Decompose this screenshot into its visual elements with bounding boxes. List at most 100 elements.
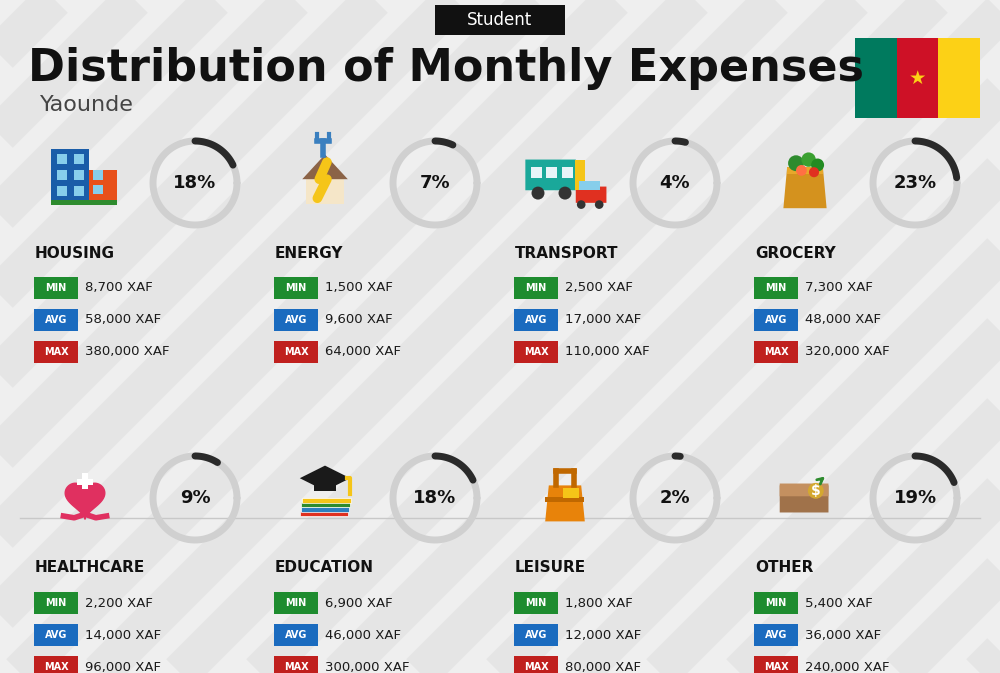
FancyBboxPatch shape xyxy=(754,656,798,673)
Circle shape xyxy=(532,186,544,200)
Text: 5,400 XAF: 5,400 XAF xyxy=(805,596,873,610)
Text: 320,000 XAF: 320,000 XAF xyxy=(805,345,890,359)
Text: $: $ xyxy=(811,484,821,498)
Bar xyxy=(301,502,350,507)
Text: 80,000 XAF: 80,000 XAF xyxy=(565,660,641,673)
Text: MAX: MAX xyxy=(284,662,308,672)
Circle shape xyxy=(811,159,824,172)
Text: MAX: MAX xyxy=(524,347,548,357)
Circle shape xyxy=(796,165,807,176)
Text: AVG: AVG xyxy=(285,630,307,640)
FancyBboxPatch shape xyxy=(514,341,558,363)
Text: 23%: 23% xyxy=(893,174,937,192)
Text: TRANSPORT: TRANSPORT xyxy=(515,246,618,260)
Circle shape xyxy=(809,167,819,177)
Text: 46,000 XAF: 46,000 XAF xyxy=(325,629,401,641)
Bar xyxy=(545,497,584,501)
Text: 9,600 XAF: 9,600 XAF xyxy=(325,314,393,326)
Text: AVG: AVG xyxy=(45,315,67,325)
Text: MIN: MIN xyxy=(525,283,547,293)
Text: 14,000 XAF: 14,000 XAF xyxy=(85,629,161,641)
Text: ★: ★ xyxy=(909,69,926,87)
Text: AVG: AVG xyxy=(525,630,547,640)
FancyBboxPatch shape xyxy=(754,277,798,299)
Text: 19%: 19% xyxy=(893,489,937,507)
Text: 240,000 XAF: 240,000 XAF xyxy=(805,660,890,673)
Bar xyxy=(546,167,557,178)
Circle shape xyxy=(808,483,824,499)
Text: 12,000 XAF: 12,000 XAF xyxy=(565,629,641,641)
FancyBboxPatch shape xyxy=(514,656,558,673)
Bar xyxy=(579,181,600,190)
Bar xyxy=(531,167,542,178)
Text: AVG: AVG xyxy=(45,630,67,640)
Bar xyxy=(74,153,84,164)
Circle shape xyxy=(595,201,604,209)
Text: 9%: 9% xyxy=(180,489,210,507)
Text: 110,000 XAF: 110,000 XAF xyxy=(565,345,650,359)
FancyBboxPatch shape xyxy=(274,341,318,363)
Bar xyxy=(855,38,897,118)
FancyBboxPatch shape xyxy=(754,341,798,363)
Text: HEALTHCARE: HEALTHCARE xyxy=(35,561,145,575)
Bar xyxy=(56,186,67,197)
FancyBboxPatch shape xyxy=(514,277,558,299)
FancyBboxPatch shape xyxy=(514,592,558,614)
Text: 36,000 XAF: 36,000 XAF xyxy=(805,629,881,641)
Polygon shape xyxy=(302,155,348,179)
Text: AVG: AVG xyxy=(765,630,787,640)
Text: 2%: 2% xyxy=(660,489,690,507)
Text: 1,800 XAF: 1,800 XAF xyxy=(565,596,633,610)
Bar xyxy=(82,473,88,489)
Text: 17,000 XAF: 17,000 XAF xyxy=(565,314,641,326)
FancyBboxPatch shape xyxy=(34,656,78,673)
FancyBboxPatch shape xyxy=(576,186,606,203)
Bar xyxy=(314,479,336,491)
Text: OTHER: OTHER xyxy=(755,561,813,575)
Text: MIN: MIN xyxy=(765,283,787,293)
Circle shape xyxy=(801,152,816,167)
Text: MAX: MAX xyxy=(284,347,308,357)
FancyBboxPatch shape xyxy=(435,5,565,35)
FancyBboxPatch shape xyxy=(754,309,798,331)
FancyBboxPatch shape xyxy=(274,277,318,299)
Text: 4%: 4% xyxy=(660,174,690,192)
Text: 18%: 18% xyxy=(413,489,457,507)
Bar xyxy=(74,186,84,197)
Text: MIN: MIN xyxy=(45,598,67,608)
Circle shape xyxy=(788,155,804,171)
Polygon shape xyxy=(65,483,105,519)
Bar xyxy=(51,201,117,205)
Text: 380,000 XAF: 380,000 XAF xyxy=(85,345,170,359)
Bar xyxy=(938,38,980,118)
Text: ENERGY: ENERGY xyxy=(275,246,344,260)
Text: Distribution of Monthly Expenses: Distribution of Monthly Expenses xyxy=(28,46,864,90)
Text: 7%: 7% xyxy=(420,174,450,192)
FancyBboxPatch shape xyxy=(514,624,558,646)
Bar xyxy=(562,167,573,178)
FancyBboxPatch shape xyxy=(274,624,318,646)
Polygon shape xyxy=(545,485,585,522)
FancyBboxPatch shape xyxy=(34,277,78,299)
Text: MAX: MAX xyxy=(44,662,68,672)
Text: MIN: MIN xyxy=(525,598,547,608)
Text: 7,300 XAF: 7,300 XAF xyxy=(805,281,873,295)
Circle shape xyxy=(559,186,571,200)
Bar xyxy=(56,153,67,164)
Bar xyxy=(301,507,349,511)
Bar xyxy=(787,167,823,174)
Text: MAX: MAX xyxy=(764,662,788,672)
Text: MIN: MIN xyxy=(45,283,67,293)
Text: 58,000 XAF: 58,000 XAF xyxy=(85,314,161,326)
Text: MAX: MAX xyxy=(764,347,788,357)
FancyBboxPatch shape xyxy=(34,309,78,331)
FancyBboxPatch shape xyxy=(34,592,78,614)
Text: HOUSING: HOUSING xyxy=(35,246,115,260)
Text: MAX: MAX xyxy=(44,347,68,357)
Text: 2,500 XAF: 2,500 XAF xyxy=(565,281,633,295)
FancyBboxPatch shape xyxy=(274,309,318,331)
Text: 96,000 XAF: 96,000 XAF xyxy=(85,660,161,673)
Text: 64,000 XAF: 64,000 XAF xyxy=(325,345,401,359)
FancyBboxPatch shape xyxy=(514,309,558,331)
Text: 300,000 XAF: 300,000 XAF xyxy=(325,660,410,673)
